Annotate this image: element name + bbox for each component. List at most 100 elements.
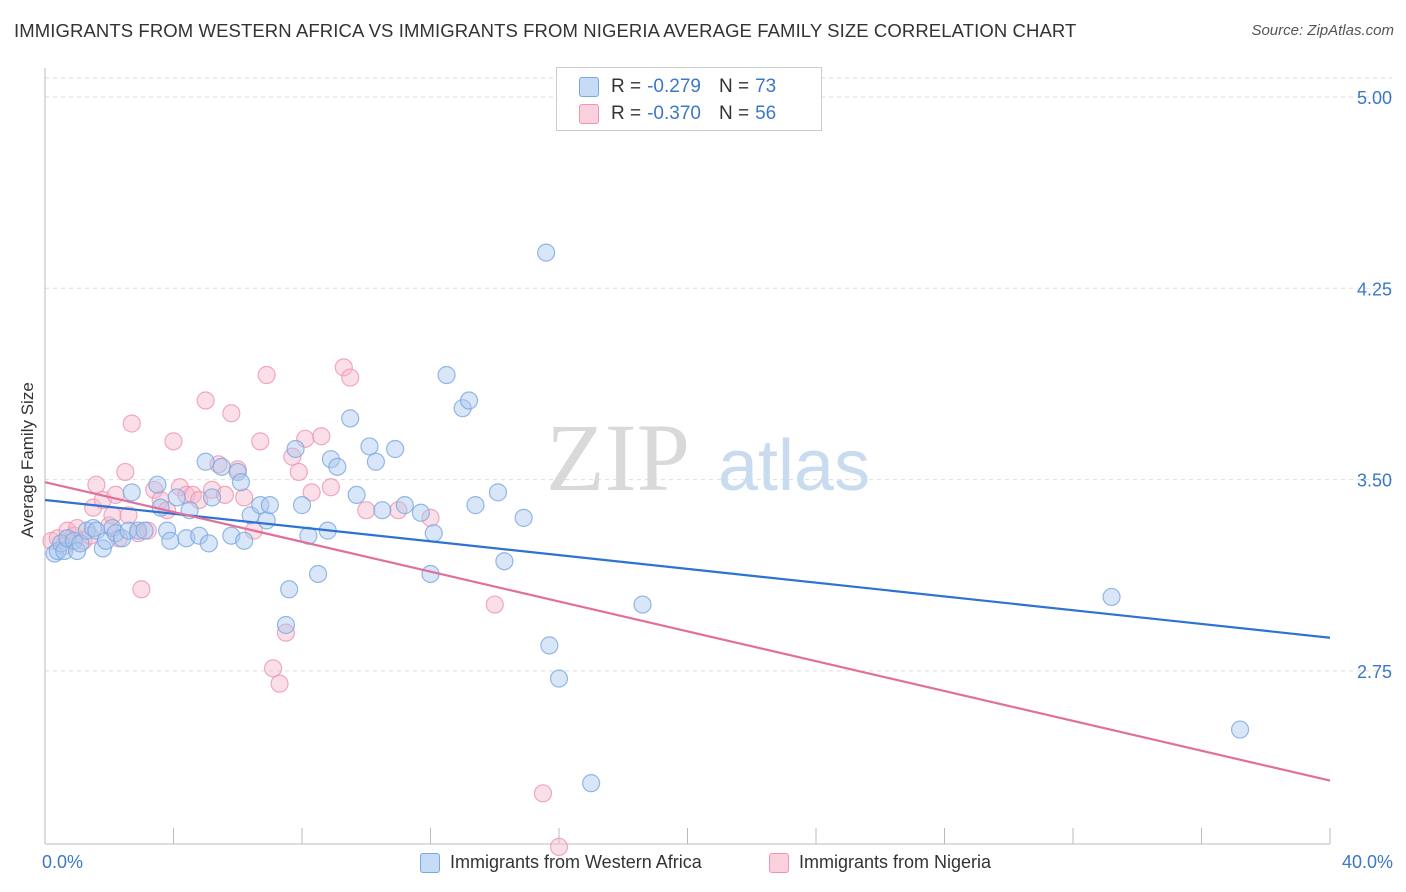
nigeria-point xyxy=(164,432,183,451)
nigeria-point xyxy=(276,623,296,642)
western-africa-point xyxy=(386,439,405,459)
western-africa-point xyxy=(437,365,456,385)
western-africa-point xyxy=(1230,720,1250,739)
western-africa-point xyxy=(129,521,148,540)
western-africa-point xyxy=(366,452,385,471)
legend-swatch-blue xyxy=(579,77,599,97)
legend-swatch-pink xyxy=(579,104,599,124)
bottom-legend-nigeria: Immigrants from Nigeria xyxy=(769,852,991,873)
western-africa-point xyxy=(459,391,479,410)
chart-title: IMMIGRANTS FROM WESTERN AFRICA VS IMMIGR… xyxy=(14,20,1077,41)
western-africa-point xyxy=(488,483,508,502)
watermark-zip: ZIP xyxy=(546,404,690,511)
nigeria-point xyxy=(222,404,241,423)
nigeria-point xyxy=(302,483,321,502)
nigeria-point xyxy=(357,501,376,520)
y-tick-label: 4.25 xyxy=(1357,279,1392,299)
nigeria-trendline xyxy=(44,481,1331,782)
western-africa-point xyxy=(161,531,180,550)
nigeria-point xyxy=(549,837,569,856)
western-africa-point xyxy=(122,483,141,502)
nigeria-point xyxy=(270,674,289,693)
western-africa-points xyxy=(45,243,1250,793)
nigeria-point xyxy=(257,365,276,385)
western-africa-point xyxy=(495,552,514,571)
western-africa-point xyxy=(341,409,360,428)
y-tick-label: 3.50 xyxy=(1357,471,1392,491)
western-africa-point xyxy=(202,488,222,507)
nigeria-point xyxy=(263,659,283,678)
western-africa-point xyxy=(582,774,601,793)
western-africa-point xyxy=(292,496,312,515)
western-africa-point xyxy=(276,615,296,635)
western-africa-point xyxy=(1102,587,1121,607)
y-tick-label: 2.75 xyxy=(1357,662,1392,682)
western-africa-point xyxy=(286,439,305,459)
nigeria-point xyxy=(334,358,353,377)
nigeria-points xyxy=(42,358,569,856)
western-africa-point xyxy=(308,564,328,584)
nigeria-point xyxy=(116,462,135,482)
western-africa-point xyxy=(360,437,379,456)
western-africa-point xyxy=(633,595,652,614)
correlation-legend: R = -0.279 N = 73 R = -0.370 N = 56 xyxy=(556,67,822,131)
legend-r-value: -0.279 xyxy=(647,76,701,97)
western-africa-point xyxy=(196,452,215,471)
western-africa-point xyxy=(190,526,209,545)
watermark: ZIP atlas xyxy=(546,404,870,511)
bottom-legend-western-africa: Immigrants from Western Africa xyxy=(420,852,702,873)
western-africa-point xyxy=(373,501,392,520)
western-africa-trendline xyxy=(44,498,1331,639)
legend-r-label: R = xyxy=(611,103,642,124)
western-africa-point xyxy=(119,521,138,540)
western-africa-point xyxy=(228,462,247,482)
nigeria-point xyxy=(87,475,106,494)
source-label: Source: ZipAtlas.com xyxy=(1251,22,1394,39)
western-africa-point xyxy=(260,496,279,515)
western-africa-point xyxy=(424,524,443,543)
western-africa-point xyxy=(157,521,177,540)
nigeria-point xyxy=(235,488,254,507)
western-africa-point xyxy=(231,473,251,492)
legend-n-value: 73 xyxy=(755,76,777,97)
western-africa-point xyxy=(540,636,559,655)
nigeria-point xyxy=(289,462,308,482)
x-tick-label-max: 40.0% xyxy=(1341,852,1393,872)
western-africa-point xyxy=(549,669,569,688)
nigeria-point xyxy=(196,391,215,410)
x-tick-label-min: 0.0% xyxy=(42,852,84,872)
legend-r-value: -0.370 xyxy=(647,103,701,124)
watermark-atlas: atlas xyxy=(718,426,870,506)
western-africa-point xyxy=(328,457,347,476)
bottom-legend-label: Immigrants from Nigeria xyxy=(799,852,992,872)
bottom-legend-swatch-pink xyxy=(769,852,789,873)
nigeria-point xyxy=(341,368,360,387)
western-africa-point xyxy=(135,521,154,540)
legend-r-label: R = xyxy=(611,76,642,97)
western-africa-point xyxy=(466,496,485,515)
bottom-legend-label: Immigrants from Western Africa xyxy=(450,852,702,872)
nigeria-point xyxy=(145,480,164,499)
western-africa-point xyxy=(167,488,186,507)
nigeria-point xyxy=(421,508,440,527)
bottom-legend-swatch-blue xyxy=(420,852,440,873)
nigeria-point xyxy=(119,506,138,525)
trendlines xyxy=(44,481,1331,782)
nigeria-point xyxy=(321,478,341,497)
western-africa-point xyxy=(148,475,167,494)
nigeria-point xyxy=(485,595,504,614)
nigeria-point xyxy=(251,432,270,451)
nigeria-point xyxy=(122,414,141,433)
legend-n-label: N = xyxy=(718,103,750,124)
western-africa-point xyxy=(84,518,103,538)
y-axis-label: Average Family Size xyxy=(18,382,37,538)
legend-n-value: 56 xyxy=(755,103,777,124)
western-africa-point xyxy=(395,496,414,515)
nigeria-point xyxy=(312,427,331,446)
y-tick-labels: 2.75 3.50 4.25 5.00 xyxy=(1357,88,1392,682)
western-africa-point xyxy=(514,508,533,527)
western-africa-point xyxy=(347,485,366,505)
nigeria-point xyxy=(533,784,553,803)
gridlines xyxy=(45,77,1392,672)
